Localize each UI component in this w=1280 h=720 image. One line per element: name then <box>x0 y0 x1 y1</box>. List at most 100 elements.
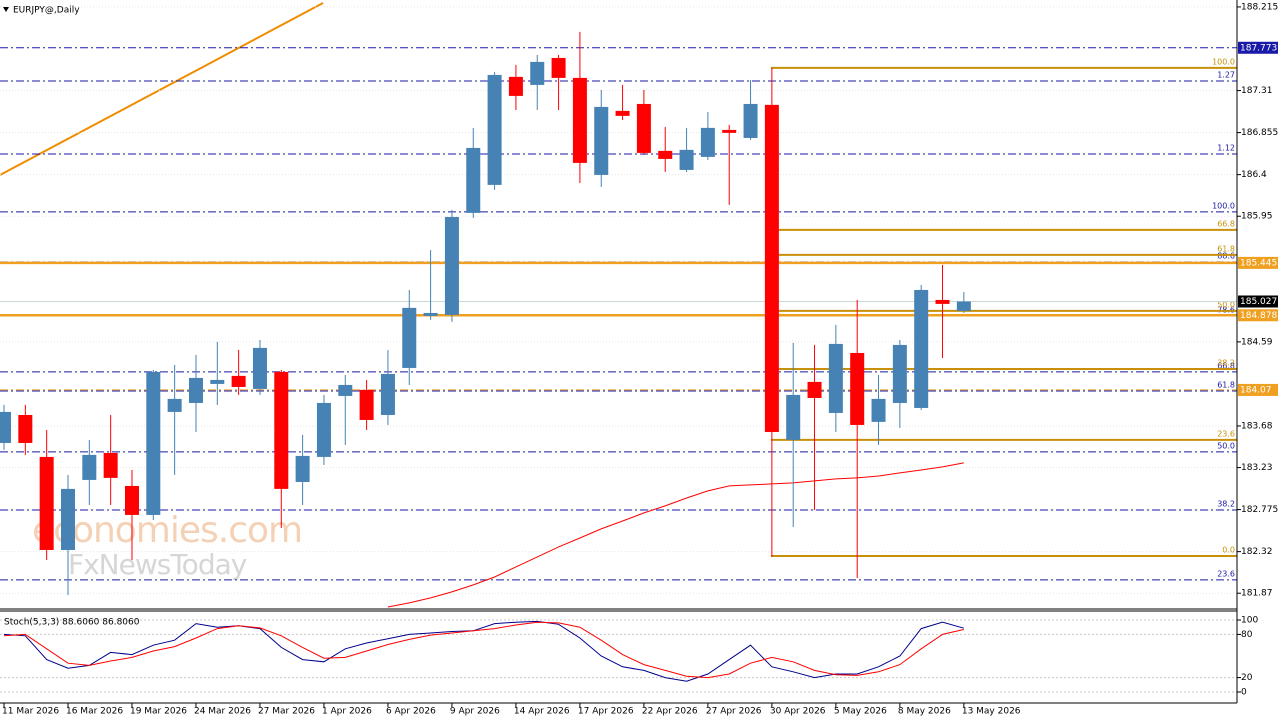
price-label-box <box>1238 383 1278 396</box>
y-tick-label: 186.4 <box>1241 170 1267 180</box>
symbol-icon <box>3 7 9 12</box>
level-label: 1.27 <box>1217 70 1235 79</box>
y-tick-label: 100 <box>1241 615 1258 625</box>
candle-body <box>231 375 246 387</box>
candle-body <box>508 76 523 96</box>
x-tick-label: 22 Apr 2026 <box>642 707 698 717</box>
candle-body <box>60 488 75 550</box>
candle-body <box>487 74 502 185</box>
candle-body <box>871 398 886 422</box>
price-label: 185.027 <box>1240 297 1277 307</box>
price-label-box <box>1238 295 1278 308</box>
price-label-box <box>1238 41 1278 54</box>
level-label: 100.0 <box>1212 201 1235 210</box>
candle-body <box>850 352 865 425</box>
y-tick-label: 183.23 <box>1241 463 1273 473</box>
y-tick-label: 188.215 <box>1241 2 1278 12</box>
y-tick-label: 182.32 <box>1241 547 1273 557</box>
level-label: 61.8 <box>1217 244 1235 253</box>
trendline <box>0 2 324 176</box>
x-tick-label: 5 May 2026 <box>834 707 887 717</box>
x-tick-label: 19 Mar 2026 <box>130 707 187 717</box>
price-label: 185.445 <box>1240 258 1277 268</box>
candle-body <box>0 411 11 443</box>
x-tick-label: 14 Apr 2026 <box>514 707 570 717</box>
candle-body <box>295 455 310 482</box>
y-tick-label: 182.775 <box>1241 505 1278 515</box>
candle-body <box>18 414 33 443</box>
candle-body <box>658 150 673 159</box>
x-tick-label: 16 Mar 2026 <box>66 707 123 717</box>
x-tick-label: 6 Apr 2026 <box>386 707 436 717</box>
y-tick-label: 184.59 <box>1241 337 1273 347</box>
x-tick-label: 13 May 2026 <box>962 707 1021 717</box>
x-tick-label: 11 Mar 2026 <box>2 707 59 717</box>
candle-body <box>572 77 587 163</box>
candle-body <box>786 394 801 440</box>
candle-body <box>359 389 374 420</box>
candle-body <box>700 127 715 157</box>
candle-body <box>316 402 331 457</box>
indicator-title: Stoch(5,3,3) 88.6060 86.8060 <box>4 618 140 628</box>
candle-body <box>828 343 843 413</box>
x-tick-label: 9 Apr 2026 <box>450 707 500 717</box>
level-label: 78.6 <box>1217 305 1235 314</box>
watermark: economies.com <box>32 510 302 551</box>
level-label: 50.0 <box>1217 441 1235 450</box>
candle-body <box>402 307 417 368</box>
candle-body <box>935 299 950 304</box>
y-tick-label: 185.95 <box>1241 212 1273 222</box>
candle-body <box>380 373 395 415</box>
stoch-line <box>3 620 964 682</box>
candle-body <box>892 344 907 403</box>
level-label: 1.12 <box>1217 143 1235 152</box>
level-label: 61.8 <box>1217 380 1235 389</box>
level-label: 38.2 <box>1217 358 1235 367</box>
candle-body <box>530 61 545 85</box>
level-label: 88.6 <box>1217 251 1235 260</box>
x-tick-label: 27 Mar 2026 <box>258 707 315 717</box>
candle-body <box>210 379 225 384</box>
x-tick-label: 24 Mar 2026 <box>194 707 251 717</box>
y-tick-label: 0 <box>1241 688 1247 698</box>
candle-body <box>764 104 779 432</box>
candle-body <box>551 57 566 78</box>
candle-body <box>594 106 609 175</box>
candle-body <box>423 312 438 316</box>
price-label: 184.878 <box>1240 311 1277 321</box>
candle-body <box>167 398 182 412</box>
candle-body <box>274 371 289 489</box>
price-label-box <box>1238 256 1278 269</box>
x-tick-label: 30 Apr 2026 <box>770 707 826 717</box>
candle-body <box>466 147 481 213</box>
price-label: 184.07 <box>1240 385 1272 395</box>
candle-body <box>679 149 694 170</box>
level-label: 23.6 <box>1217 429 1235 438</box>
x-tick-label: 8 May 2026 <box>898 707 951 717</box>
level-label: 66.8 <box>1217 361 1235 370</box>
candle-body <box>252 347 267 389</box>
price-label: 187.773 <box>1240 43 1277 53</box>
y-tick-label: 20 <box>1241 673 1253 683</box>
candle-body <box>103 452 118 478</box>
candle-body <box>615 110 630 116</box>
moving-average <box>387 462 964 608</box>
candle-body <box>124 485 139 515</box>
level-label: 100.0 <box>1212 57 1235 66</box>
level-label: 23.6 <box>1217 569 1235 578</box>
candle-body <box>39 456 54 550</box>
candle-body <box>188 377 203 403</box>
price-label-box <box>1238 309 1278 322</box>
candle-body <box>722 129 737 133</box>
y-tick-label: 186.855 <box>1241 128 1278 138</box>
x-tick-label: 27 Apr 2026 <box>706 707 762 717</box>
level-label: 50.0 <box>1217 300 1235 309</box>
candle-body <box>807 381 822 398</box>
candle-body <box>956 301 971 311</box>
y-tick-label: 187.31 <box>1241 86 1273 96</box>
stoch-line <box>3 621 964 679</box>
